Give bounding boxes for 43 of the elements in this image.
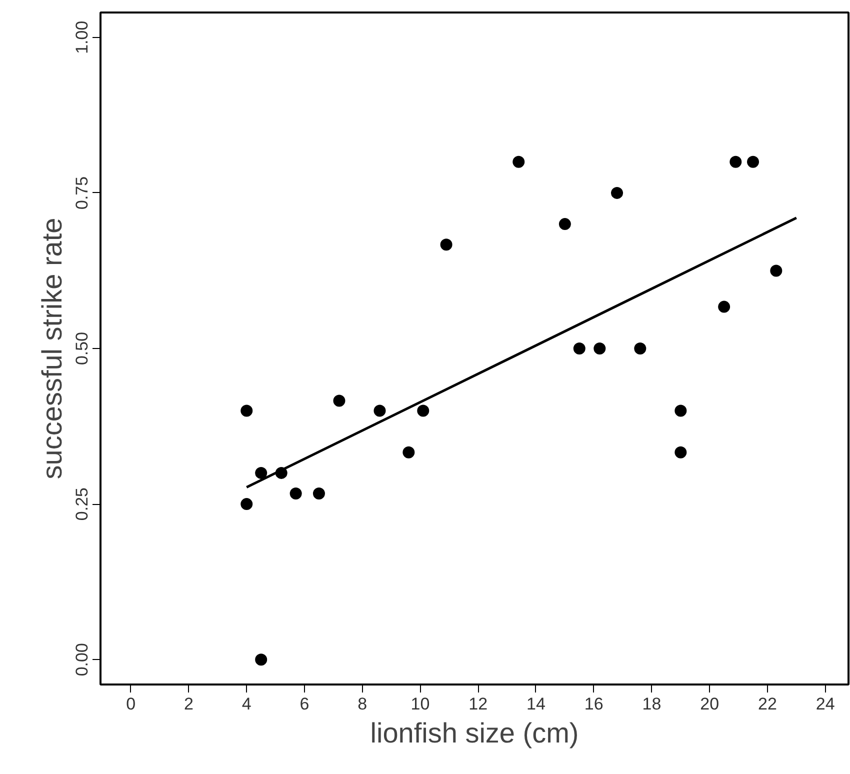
x-tick-label: 2: [184, 694, 194, 714]
point: [611, 186, 624, 199]
point: [674, 404, 687, 417]
point: [747, 156, 760, 168]
point: [634, 342, 646, 354]
point: [730, 156, 742, 168]
point: [402, 446, 415, 458]
point: [558, 218, 571, 230]
point: [374, 404, 386, 417]
x-tick-label: 16: [584, 694, 604, 714]
x-tick-label: 22: [758, 694, 777, 714]
point: [674, 446, 687, 458]
point: [417, 404, 430, 417]
x-tick-label: 10: [410, 694, 430, 714]
y-tick-label: 0.50: [72, 332, 92, 366]
point: [333, 394, 346, 407]
y-tick-label: 0.25: [72, 488, 92, 521]
point: [240, 404, 253, 417]
x-tick-label: 4: [242, 694, 252, 714]
x-tick-label: 6: [300, 694, 310, 714]
point: [255, 466, 268, 479]
x-tick-label: 0: [126, 694, 136, 714]
x-tick-label: 12: [468, 694, 488, 714]
x-tick-label: 8: [358, 694, 368, 714]
y-tick-label: 0.00: [72, 643, 92, 676]
point: [512, 156, 525, 168]
point: [255, 654, 268, 666]
point: [312, 487, 325, 500]
y-tick-label: 0.75: [72, 176, 92, 210]
x-axis-title: lionfish size (cm): [370, 718, 579, 748]
point: [770, 264, 782, 277]
x-tick-label: 18: [642, 694, 662, 714]
point: [240, 498, 253, 510]
point: [440, 238, 452, 251]
x-tick-label: 14: [526, 694, 546, 714]
y-axis-title: successful strike rate: [36, 218, 68, 480]
point: [718, 300, 730, 313]
point: [573, 342, 586, 354]
x-tick-label: 20: [700, 694, 720, 714]
y-tick-label: 1.00: [72, 20, 92, 54]
point: [290, 487, 302, 500]
x-tick-label: 24: [816, 694, 835, 714]
point: [594, 342, 606, 354]
